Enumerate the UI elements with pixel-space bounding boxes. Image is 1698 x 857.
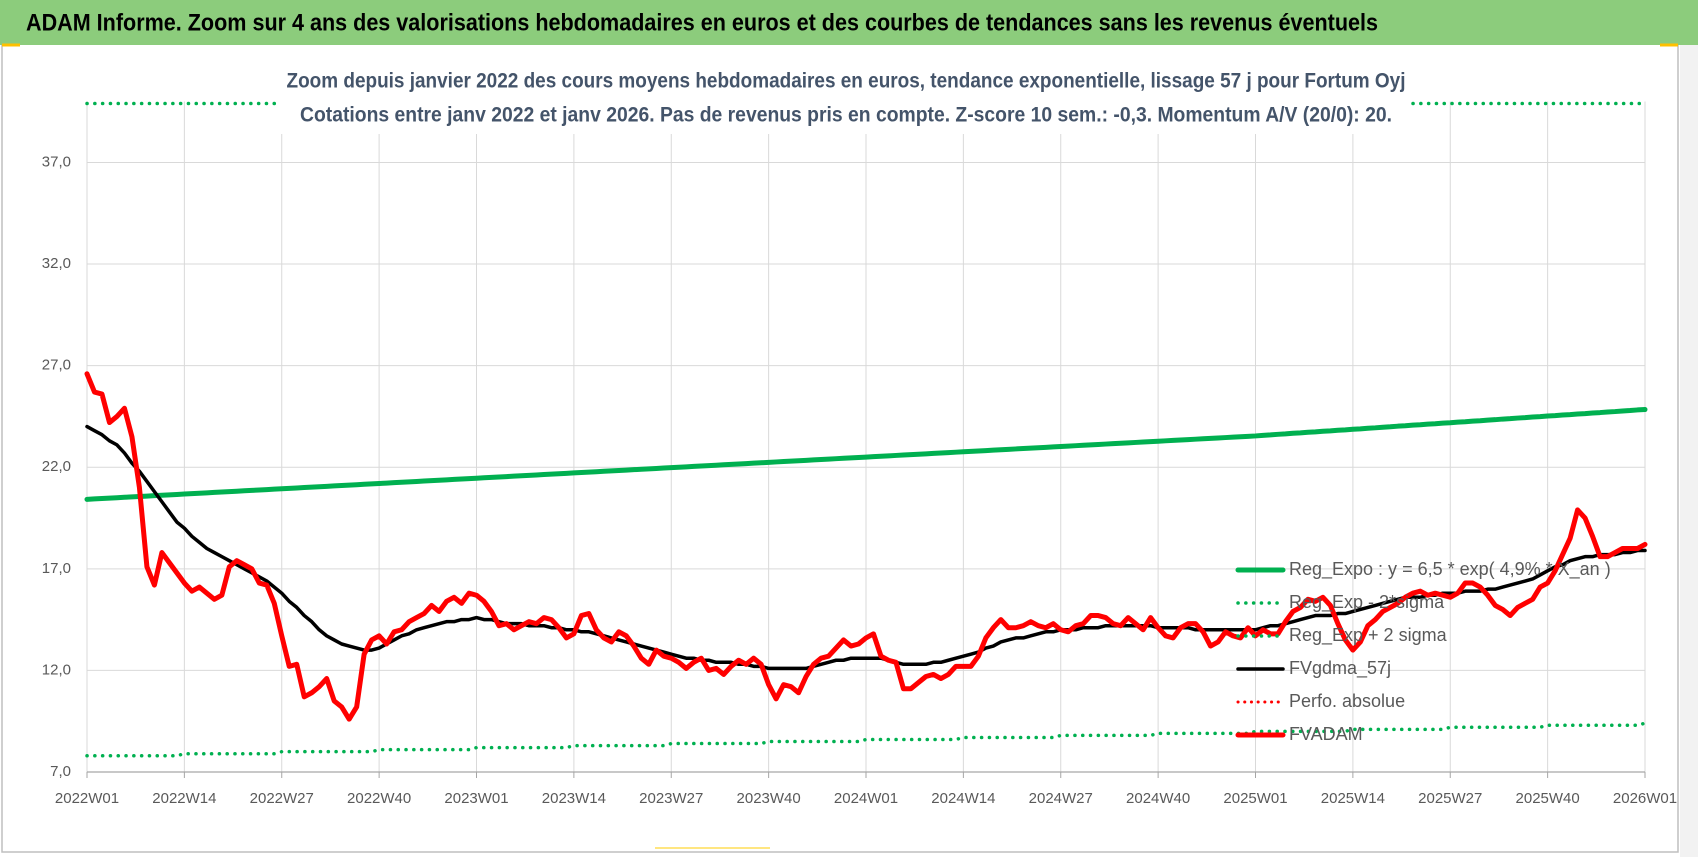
- subtitle-backdrop: [280, 64, 1410, 134]
- y-tick-label: 27,0: [42, 357, 71, 374]
- legend-label: Perfo. absolue: [1289, 691, 1405, 711]
- x-tick-label: 2023W01: [444, 790, 508, 807]
- y-tick-label: 37,0: [42, 153, 71, 170]
- x-tick-label: 2024W40: [1126, 790, 1190, 807]
- series-line: [85, 721, 1647, 758]
- x-tick-label: 2025W40: [1516, 790, 1580, 807]
- header-bar: [0, 0, 1698, 45]
- series-line: [84, 407, 1648, 502]
- side-strip: [1680, 44, 1698, 857]
- x-tick-label: 2026W01: [1613, 790, 1677, 807]
- plot-area: 7,0 12,0 17,0 22,0 27,0 32,0 37,0 2022W01 2022W1…: [42, 101, 1677, 807]
- x-tick-label: 2024W27: [1029, 790, 1093, 807]
- x-tick-label: 2023W14: [542, 790, 606, 807]
- series-line: [85, 424, 1647, 671]
- legend-label: Reg_Exp + 2 sigma: [1289, 625, 1448, 646]
- x-tick-label: 2023W27: [639, 790, 703, 807]
- x-tick-label: 2024W01: [834, 790, 898, 807]
- chart-title: Zoom depuis janvier 2022 des cours moyen…: [287, 70, 1406, 93]
- y-tick-label: 17,0: [42, 560, 71, 577]
- header-title: ADAM Informe. Zoom sur 4 ans des valoris…: [26, 9, 1378, 36]
- legend-label: Reg_Expo : y = 6,5 * exp( 4,9% * X_an ): [1289, 559, 1611, 580]
- series-line: [84, 371, 1648, 722]
- x-tick-label: 2022W14: [152, 790, 216, 807]
- x-tick-label: 2023W40: [737, 790, 801, 807]
- x-tick-label: 2025W27: [1418, 790, 1482, 807]
- y-tick-label: 22,0: [42, 458, 71, 475]
- y-tick-label: 32,0: [42, 255, 71, 272]
- x-tick-label: 2025W01: [1223, 790, 1287, 807]
- x-tick-label: 2024W14: [931, 790, 995, 807]
- legend-label: Reg_Exp - 2*sigma: [1289, 592, 1445, 613]
- x-tick-label: 2022W01: [55, 790, 119, 807]
- y-tick-label: 7,0: [50, 763, 71, 780]
- chart-subtitle: Cotations entre janv 2022 et janv 2026. …: [300, 104, 1392, 127]
- legend: Reg_Expo : y = 6,5 * exp( 4,9% * X_an ) R…: [1235, 559, 1611, 744]
- legend-label: FVADAM: [1289, 724, 1363, 744]
- x-tick-label: 2022W40: [347, 790, 411, 807]
- x-tick-label: 2022W27: [250, 790, 314, 807]
- legend-label: FVgdma_57j: [1289, 658, 1391, 679]
- y-tick-label: 12,0: [42, 661, 71, 678]
- x-tick-label: 2025W14: [1321, 790, 1385, 807]
